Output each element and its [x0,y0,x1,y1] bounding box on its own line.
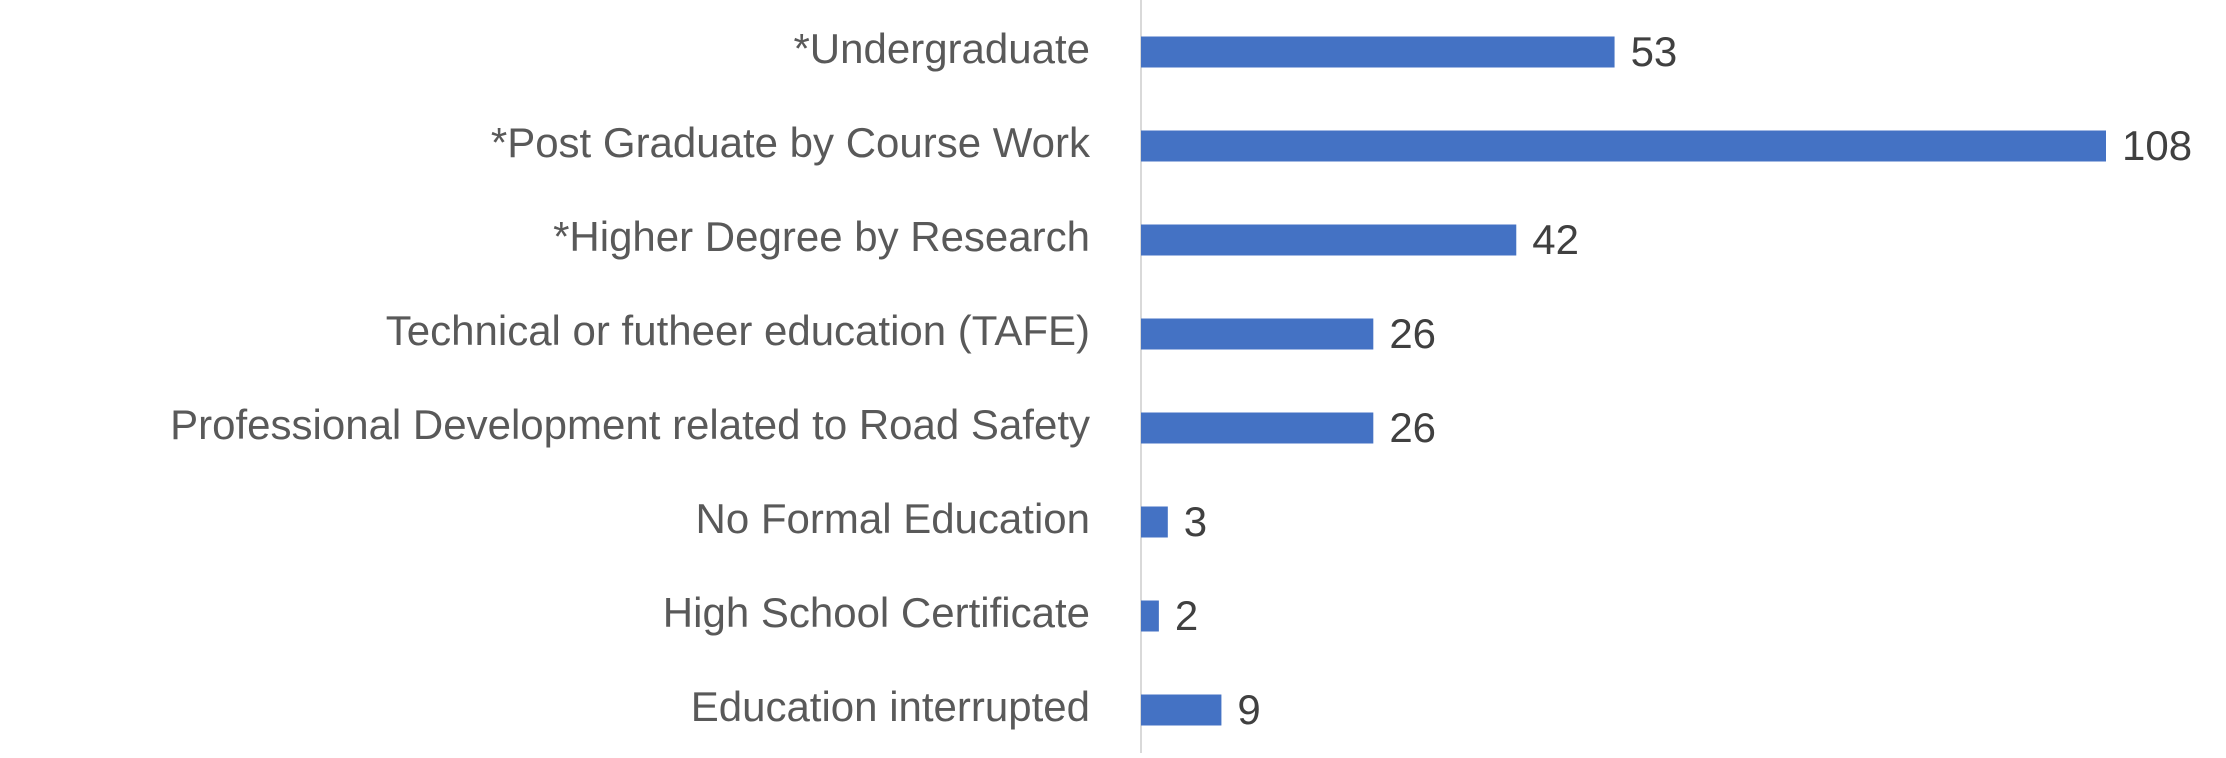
value-label: 53 [1631,28,1678,75]
value-label: 3 [1184,498,1207,545]
bar [1141,318,1374,350]
category-label: *Post Graduate by Course Work [491,119,1091,166]
value-label: 26 [1389,310,1436,357]
value-label: 9 [1237,686,1260,733]
bar [1141,130,2106,162]
bar [1141,412,1374,444]
bar [1141,36,1615,68]
category-label: Education interrupted [691,683,1090,730]
bar [1141,506,1168,538]
bar [1141,224,1517,256]
category-label: Professional Development related to Road… [170,401,1090,448]
bar [1141,694,1222,726]
category-label: Technical or futheer education (TAFE) [386,307,1090,354]
category-label: High School Certificate [663,589,1090,636]
value-label: 42 [1532,216,1579,263]
category-label: *Undergraduate [793,25,1090,72]
category-label: *Higher Degree by Research [553,213,1090,260]
value-label: 2 [1175,592,1198,639]
category-label: No Formal Education [695,495,1090,542]
bar [1141,600,1159,632]
value-label: 108 [2122,122,2192,169]
value-label: 26 [1389,404,1436,451]
